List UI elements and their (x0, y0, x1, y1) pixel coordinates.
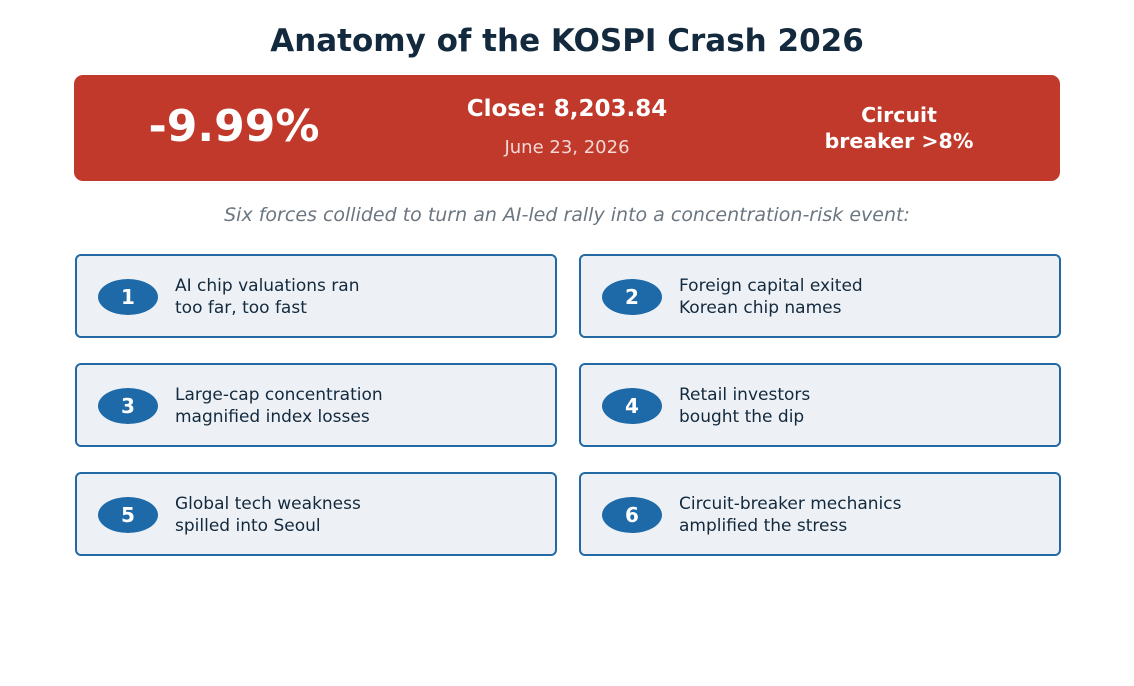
factor-text: Global tech weakness spilled into Seoul (175, 493, 545, 537)
factor-number-badge: 5 (98, 497, 158, 533)
crash-date: June 23, 2026 (504, 137, 630, 158)
factor-card-4: 4 Retail investors bought the dip (579, 363, 1061, 447)
factor-number-badge: 6 (602, 497, 662, 533)
factor-text: Foreign capital exited Korean chip names (679, 275, 1049, 319)
factor-text-line-2: amplified the stress (679, 516, 848, 536)
factor-text-line-1: Global tech weakness (175, 494, 361, 514)
factor-card-5: 5 Global tech weakness spilled into Seou… (75, 472, 557, 556)
factor-text-line-2: bought the dip (679, 407, 805, 427)
closing-value: Close: 8,203.84 (466, 96, 668, 122)
factor-card-1: 1 AI chip valuations ran too far, too fa… (75, 254, 557, 338)
factor-text: AI chip valuations ran too far, too fast (175, 275, 545, 319)
circuit-breaker-note: Circuit breaker >8% (799, 102, 999, 154)
factor-card-6: 6 Circuit-breaker mechanics amplified th… (579, 472, 1061, 556)
factor-text-line-1: Foreign capital exited (679, 276, 863, 296)
percent-change: -9.99% (148, 101, 320, 152)
crash-summary-banner: -9.99% Close: 8,203.84 June 23, 2026 Cir… (74, 75, 1060, 181)
factor-text-line-1: Retail investors (679, 385, 811, 405)
factor-card-3: 3 Large-cap concentration magnified inde… (75, 363, 557, 447)
factor-number-badge: 3 (98, 388, 158, 424)
factor-text: Retail investors bought the dip (679, 384, 1049, 428)
factor-text-line-1: AI chip valuations ran (175, 276, 360, 296)
factor-text: Large-cap concentration magnified index … (175, 384, 545, 428)
factor-text-line-2: magnified index losses (175, 407, 370, 427)
factor-text: Circuit-breaker mechanics amplified the … (679, 493, 1049, 537)
circuit-breaker-line-1: Circuit (861, 103, 937, 127)
circuit-breaker-line-2: breaker >8% (824, 129, 974, 153)
factor-text-line-1: Circuit-breaker mechanics (679, 494, 902, 514)
factor-text-line-1: Large-cap concentration (175, 385, 383, 405)
factor-text-line-2: spilled into Seoul (175, 516, 321, 536)
factor-card-2: 2 Foreign capital exited Korean chip nam… (579, 254, 1061, 338)
factor-number-badge: 1 (98, 279, 158, 315)
subtitle: Six forces collided to turn an AI-led ra… (224, 204, 910, 226)
page-title: Anatomy of the KOSPI Crash 2026 (270, 23, 864, 59)
factor-text-line-2: Korean chip names (679, 298, 842, 318)
factor-number-badge: 4 (602, 388, 662, 424)
factor-number-badge: 2 (602, 279, 662, 315)
factor-text-line-2: too far, too fast (175, 298, 307, 318)
